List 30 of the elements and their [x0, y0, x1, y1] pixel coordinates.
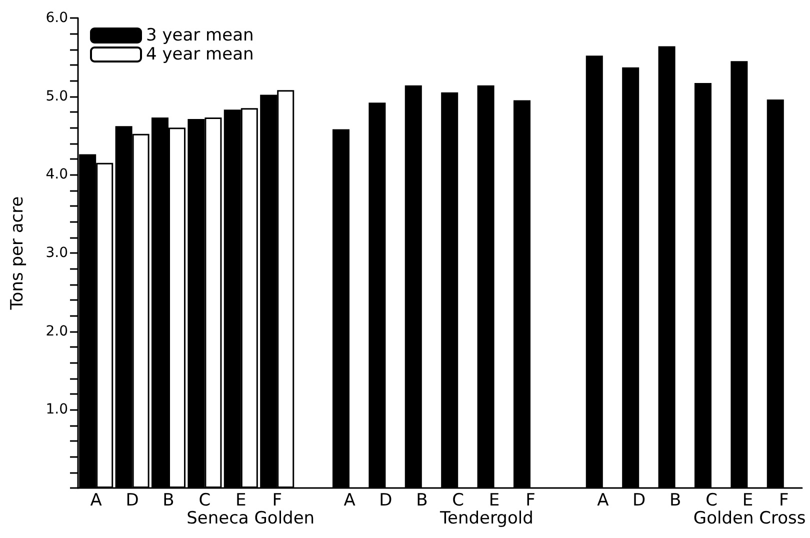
x-tick-label: F — [272, 490, 282, 510]
x-tick-label: A — [90, 490, 102, 510]
x-tick-label: A — [344, 490, 356, 510]
y-axis-title: Tons per acre — [8, 196, 28, 311]
y-tick-label: 1.0 — [46, 402, 68, 418]
x-tick-label: E — [488, 490, 500, 510]
x-tick-label: F — [526, 490, 536, 510]
text: Golden Cross — [693, 508, 806, 528]
x-tick-label: E — [236, 490, 246, 510]
x-tick-label: E — [742, 490, 754, 510]
x-tick-label: D — [632, 490, 646, 510]
x-tick-label: B — [669, 490, 682, 510]
legend-label: 4 year mean — [146, 44, 254, 64]
x-tick-label: C — [198, 490, 211, 510]
x-tick-label: C — [706, 490, 718, 510]
x-tick-label: D — [126, 490, 139, 510]
x-tick-label: A — [597, 490, 610, 510]
legend-label: 3 year mean — [146, 26, 254, 46]
text: Tendergold — [438, 508, 534, 528]
x-tick-label: B — [162, 490, 174, 510]
y-tick-label: 3.0 — [46, 245, 68, 261]
y-tick-label: 6.0 — [46, 10, 68, 26]
y-tick-label: 4.0 — [46, 166, 68, 183]
y-tick-label: 2.0 — [46, 323, 68, 340]
x-tick-label: D — [379, 490, 392, 510]
y-tick-label: 5.0 — [46, 88, 68, 104]
text: Seneca Golden — [186, 508, 315, 528]
x-tick-label: F — [779, 490, 789, 510]
x-tick-label: B — [416, 490, 428, 510]
x-tick-label: C — [452, 490, 464, 510]
